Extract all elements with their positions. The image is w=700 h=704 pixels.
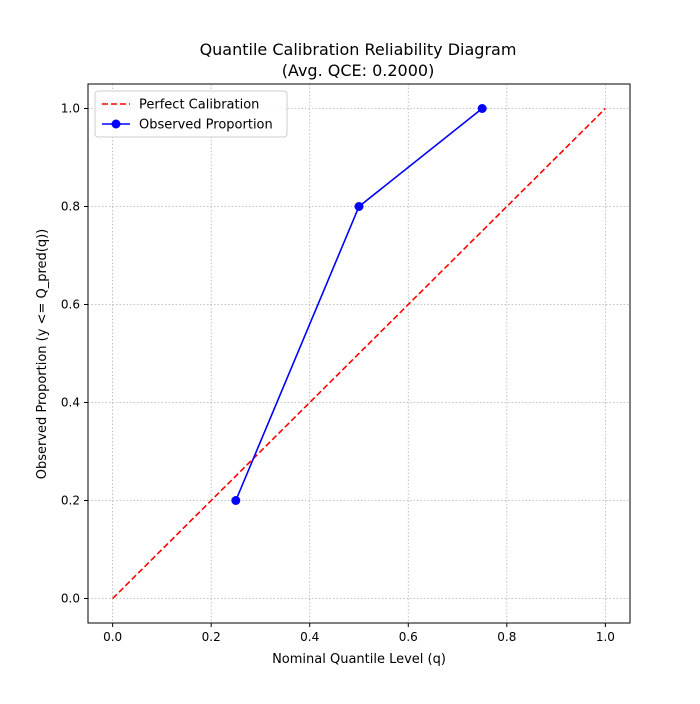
data-point-observed-proportion bbox=[477, 104, 487, 113]
series-line-perfect-calibration bbox=[112, 107, 606, 600]
y-tick-label: 0.8 bbox=[61, 200, 80, 214]
grid bbox=[88, 84, 630, 623]
y-tick-label: 0.2 bbox=[61, 494, 80, 508]
data-point-observed-proportion bbox=[231, 496, 241, 505]
legend-box bbox=[94, 90, 288, 138]
x-tick-label: 0.8 bbox=[497, 630, 516, 644]
y-tick-label: 1.0 bbox=[61, 102, 80, 116]
x-tick-label: 0.6 bbox=[399, 630, 418, 644]
x-tick-label: 0.4 bbox=[300, 630, 319, 644]
y-axis-label: Observed Proportion (y <= Q_pred(q)) bbox=[35, 229, 50, 479]
x-tick-label: 1.0 bbox=[596, 630, 615, 644]
plot-area-frame bbox=[87, 83, 631, 624]
legend-marker-observed-proportion bbox=[111, 119, 121, 129]
y-tick-label: 0.6 bbox=[61, 298, 80, 312]
y-tick-label: 0.4 bbox=[61, 396, 80, 410]
x-tick-label: 0.0 bbox=[103, 630, 122, 644]
legend-label-perfect-calibration: Perfect Calibration bbox=[139, 98, 259, 113]
chart-subtitle: (Avg. QCE: 0.2000) bbox=[282, 61, 435, 80]
x-axis-label: Nominal Quantile Level (q) bbox=[272, 652, 446, 667]
x-tick-label: 0.2 bbox=[202, 630, 221, 644]
data-point-observed-proportion bbox=[354, 202, 364, 211]
ticks: 0.0 0.2 0.4 0.6 0.8 1.0 0.0 0.2 0.4 0.6 0.8 1.0 bbox=[61, 102, 615, 645]
series-layer bbox=[112, 104, 606, 600]
legend: Perfect Calibration Observed Proportion bbox=[94, 90, 288, 138]
legend-label-observed-proportion: Observed Proportion bbox=[139, 118, 273, 133]
y-tick-label: 0.0 bbox=[61, 592, 80, 606]
chart-title: Quantile Calibration Reliability Diagram bbox=[200, 40, 517, 59]
